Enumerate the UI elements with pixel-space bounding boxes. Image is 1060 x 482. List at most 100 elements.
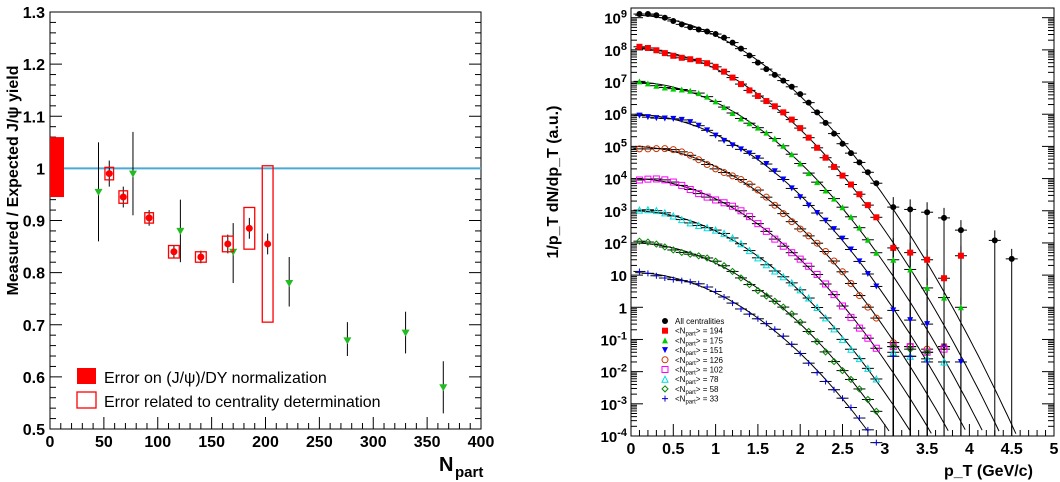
data-point [796, 225, 804, 233]
data-point [661, 176, 669, 184]
data-point [907, 353, 914, 360]
data-point [653, 12, 660, 19]
x-tick-label: 4.5 [1001, 441, 1023, 458]
data-point [720, 229, 728, 237]
data-point-triangle [343, 337, 352, 345]
y-tick-label: 10-1 [601, 330, 627, 349]
x-tick-label: 100 [144, 434, 171, 451]
data-point [762, 260, 771, 269]
data-point [754, 253, 762, 262]
data-point [940, 357, 948, 366]
data-point [771, 135, 778, 142]
legend-label: <Npart> = 194 [675, 327, 723, 338]
data-point [652, 240, 661, 248]
data-point [728, 267, 737, 276]
data-point [864, 426, 871, 433]
data-point [1008, 255, 1015, 262]
data-point [856, 159, 863, 166]
data-point [813, 239, 821, 247]
data-point [779, 303, 787, 311]
data-point [653, 272, 660, 279]
data-point [728, 233, 737, 242]
data-point [847, 345, 855, 353]
data-point [839, 140, 846, 147]
data-point [847, 280, 855, 288]
data-point [941, 275, 948, 282]
data-point [636, 43, 643, 50]
data-point [831, 163, 838, 170]
data-point [830, 324, 838, 333]
data-point [805, 202, 812, 209]
data-point-triangle [176, 227, 185, 235]
x-tick-label: 0 [627, 441, 636, 458]
data-point [847, 313, 855, 321]
data-point [704, 60, 711, 67]
data-point [796, 285, 805, 294]
x-tick-label: 3 [880, 441, 889, 458]
data-point [864, 364, 872, 372]
data-point [762, 227, 770, 235]
data-point [661, 243, 669, 251]
data-point [797, 125, 804, 132]
data-point [754, 315, 761, 322]
data-point [847, 213, 854, 220]
centrality-error-box [221, 235, 234, 253]
x-tick-label: 400 [468, 434, 495, 451]
data-point [754, 92, 761, 99]
data-point [670, 115, 677, 122]
data-point [703, 160, 711, 168]
data-point [729, 74, 736, 81]
data-point [830, 291, 838, 299]
data-point [856, 258, 863, 265]
data-point [847, 150, 854, 157]
data-point [661, 275, 668, 282]
data-point [737, 45, 744, 52]
data-point [864, 169, 871, 176]
centrality-error-box [144, 212, 155, 224]
y-tick-label: 10-4 [601, 427, 628, 446]
legend-label: <Npart> = 126 [675, 356, 723, 367]
data-point [797, 91, 804, 98]
plot-frame [49, 11, 482, 430]
data-point [661, 208, 669, 217]
data-point [831, 226, 838, 233]
data-point [661, 115, 668, 122]
data-point [771, 71, 778, 78]
data-point [712, 132, 719, 139]
data-point [754, 220, 762, 228]
data-point [847, 375, 855, 384]
legend-label-centrality: Error related to centrality determinatio… [104, 394, 381, 411]
data-point [831, 195, 838, 202]
data-point [661, 356, 669, 364]
data-point [662, 337, 668, 344]
data-point [695, 90, 702, 97]
y-tick-label: 0.7 [23, 318, 45, 335]
data-point [856, 224, 863, 231]
data-point [830, 357, 838, 366]
legend-label: <Npart> = 175 [675, 336, 723, 347]
y-tick-label: 1 [36, 161, 45, 178]
y-tick-label: 107 [604, 73, 627, 92]
data-point [873, 249, 880, 256]
data-point [729, 110, 736, 117]
data-point [797, 160, 804, 167]
data-point [745, 280, 754, 289]
data-point [821, 313, 830, 322]
data-point [957, 227, 964, 234]
data-point [814, 109, 821, 116]
y-tick-label: 105 [604, 137, 627, 156]
data-point [720, 169, 728, 177]
data-point [644, 80, 651, 87]
data-point [771, 103, 778, 110]
centrality-error-box [118, 190, 129, 204]
y-tick-label: 0.6 [23, 370, 45, 387]
data-point [763, 320, 770, 327]
data-point [890, 204, 897, 211]
data-point [712, 31, 719, 38]
data-point [796, 318, 804, 326]
data-point [873, 214, 880, 221]
data-point [662, 327, 668, 334]
data-point [839, 268, 846, 276]
data-point [907, 249, 914, 256]
data-point-circle [105, 170, 113, 178]
